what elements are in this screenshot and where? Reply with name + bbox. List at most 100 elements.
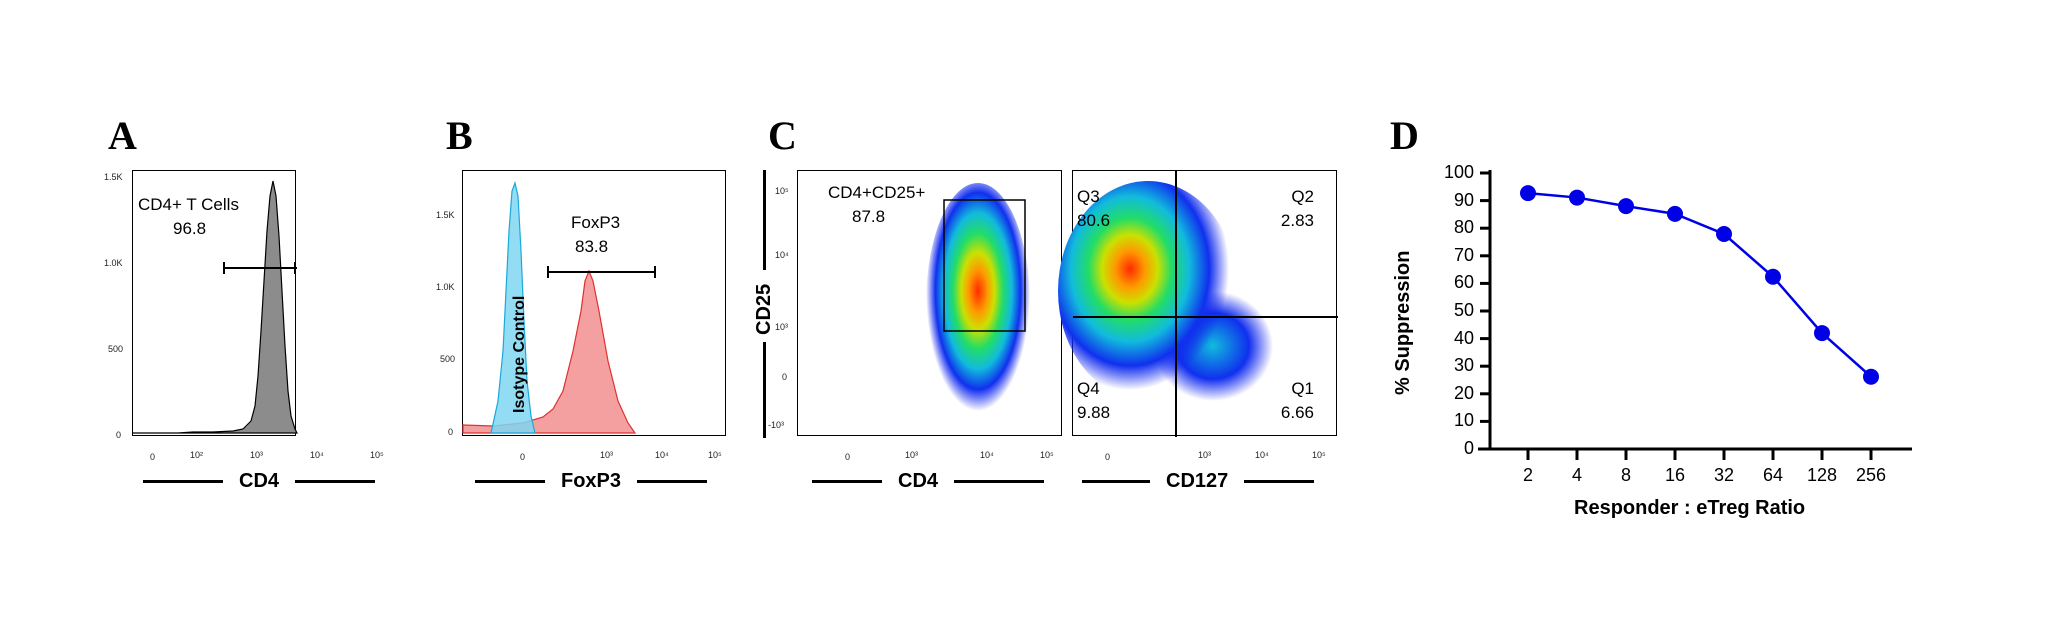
panel-d-letter: D [1390,113,1419,158]
panel-a-letter: A [108,113,137,158]
panel-d-ytick-label: 80 [1453,217,1474,238]
quadrant-q3-name: Q3 [1077,187,1100,206]
panel-c-right-xtick: 10³ [1198,450,1212,460]
panel-d-ytick-label: 90 [1453,189,1474,210]
panel-d-xtick-label: 64 [1762,465,1784,485]
suppression-markers [1520,185,1879,385]
panel-d-xtick-label: 32 [1713,465,1735,485]
panel-c-right-xtick: 10⁴ [1255,450,1269,460]
panel-a-ytick: 0 [116,430,122,440]
quadrant-q2-name: Q2 [1291,187,1314,206]
panel-d-ytick-label: 0 [1463,438,1474,458]
panel-d-xtick-label: 2 [1522,465,1533,485]
data-point-marker [1863,368,1879,385]
panel-c-xtick: 10⁴ [980,450,994,460]
panel-a-gate-value: 96.8 [173,219,207,238]
panel-c-gate-value: 87.8 [852,207,886,226]
axis-title-bar [475,480,545,483]
isotype-control-label: Isotype Control [511,295,528,413]
panel-b-xtick: 0 [520,452,526,462]
panel-c-ytick: 10³ [775,322,789,332]
axis-title-bar [1082,480,1150,483]
panel-b-xtick: 10³ [600,450,614,460]
panel-a-xtick: 0 [150,452,156,462]
panel-c-ytick: 10⁵ [775,186,789,196]
cd4-cd25-gate [943,199,1026,332]
quadrant-q1-value: 6.66 [1280,403,1314,422]
panel-d-ytick-label: 60 [1453,272,1474,293]
panel-c-ytick: 0 [782,372,788,382]
axis-title-bar [954,480,1045,483]
quadrant-q4-value: 9.88 [1077,403,1111,422]
panel-c-ytick: -10³ [768,420,785,430]
panel-c-left-x-axis-title: CD4 [812,470,1045,493]
panel-b-xtick: 10⁵ [708,450,722,460]
panel-d-ytick-label: 40 [1453,327,1474,348]
panel-c-y-axis-label: CD25 [753,283,775,335]
panel-d-xtick-label: 256 [1855,465,1887,485]
foxp3-histogram [462,269,637,434]
data-point-marker [1765,268,1781,285]
panel-d-ytick-label: 50 [1453,300,1474,320]
panel-c-right-xtick: 0 [1105,452,1111,462]
quadrant-q3-value: 80.6 [1077,211,1111,230]
panel-c-right-x-axis-label: CD127 [1166,470,1229,492]
panel-b-ytick: 500 [440,354,456,364]
panel-a-gate-label: CD4+ T Cells [138,195,239,214]
panel-d-ytick-label: 20 [1453,382,1474,403]
panel-a-x-axis-label: CD4 [239,470,280,492]
panel-d-xtick-label: 16 [1664,465,1686,485]
panel-c-gate-label: CD4+CD25+ [828,183,926,202]
panel-c-right-plot: Q3 80.6 Q2 2.83 Q4 9.88 Q1 6.66 [1058,170,1338,437]
panel-d-x-axis-title: Responder : eTreg Ratio [1574,497,1806,519]
panel-a-xtick: 10⁴ [310,450,324,460]
panel-c-xtick: 10⁵ [1040,450,1054,460]
data-point-marker [1618,198,1634,215]
panel-c-right-density [1058,171,1338,437]
axis-title-bar [143,480,223,483]
panel-d-xtick-label: 4 [1571,465,1582,485]
panel-c-xtick: 10³ [905,450,919,460]
panel-b-gate-value: 83.8 [575,237,609,256]
panel-b-ytick: 1.0K [436,282,455,292]
panel-a-plot: CD4+ T Cells 96.8 [132,170,298,436]
panel-c-letter: C [768,113,797,158]
panel-d-xtick-label: 8 [1620,465,1631,485]
panel-a-ytick: 1.0K [104,258,123,268]
axis-title-bar [295,480,376,483]
axis-title-bar [1244,480,1315,483]
panel-c-left-density [926,183,1030,423]
panel-b-plot: FoxP3 83.8 Isotype Control [462,170,726,436]
suppression-line [1527,191,1872,378]
panel-d-ytick-label: 10 [1453,410,1474,431]
quadrant-q1-name: Q1 [1291,379,1314,398]
panel-b-gate-label: FoxP3 [571,213,621,232]
isotype-histogram [490,180,536,434]
panel-b-ytick: 0 [448,427,454,437]
panel-b-x-axis-title: FoxP3 [475,470,708,493]
panel-a-xtick: 10² [190,450,204,460]
panel-a-x-axis-title: CD4 [143,470,376,493]
panel-d-ytick-label: 30 [1453,355,1474,376]
panel-b-x-axis-label: FoxP3 [561,470,622,492]
panel-d-ytick-label: 70 [1453,244,1474,265]
panel-b-letter: B [446,113,473,158]
panel-c-xtick: 0 [845,452,851,462]
panel-d-line-chart [1478,170,1912,460]
quadrant-q4-name: Q4 [1077,379,1100,398]
axis-title-bar [763,342,766,438]
panel-d-y-axis-title: % Suppression [1392,250,1414,395]
panel-b-histograms [462,180,656,434]
panel-a-xtick: 10³ [250,450,264,460]
axis-title-bar [637,480,708,483]
panel-c-right-xtick: 10⁵ [1312,450,1326,460]
axis-title-bar [763,170,766,270]
quadrant-q2-value: 2.83 [1280,211,1314,230]
panel-b-xtick: 10⁴ [655,450,669,460]
panel-c-left-x-axis-label: CD4 [898,470,939,492]
panel-a-xtick: 10⁵ [370,450,384,460]
panel-b-ytick: 1.5K [436,210,455,220]
axis-title-bar [812,480,882,483]
panel-c-left-plot: CD4+CD25+ 87.8 [797,170,1062,436]
data-point-marker [1520,185,1536,202]
